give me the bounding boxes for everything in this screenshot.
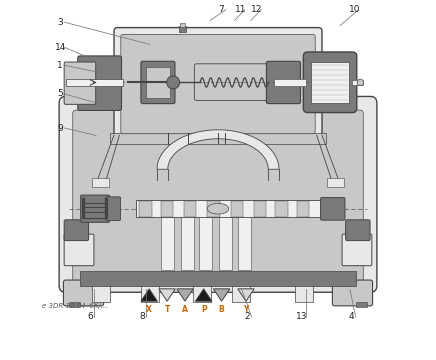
Bar: [297, 201, 310, 217]
FancyBboxPatch shape: [81, 195, 110, 222]
FancyBboxPatch shape: [114, 28, 322, 140]
Bar: [193, 284, 211, 302]
FancyBboxPatch shape: [141, 61, 175, 104]
Text: X: X: [146, 305, 152, 314]
Bar: [311, 62, 349, 103]
Bar: [80, 271, 356, 286]
Bar: [69, 302, 80, 307]
FancyBboxPatch shape: [64, 234, 94, 266]
Bar: [352, 80, 363, 85]
FancyBboxPatch shape: [59, 96, 377, 292]
Bar: [232, 284, 250, 302]
FancyBboxPatch shape: [78, 56, 122, 111]
FancyBboxPatch shape: [121, 35, 315, 134]
Bar: [161, 211, 174, 270]
Polygon shape: [213, 289, 230, 301]
Bar: [92, 284, 110, 302]
Text: 2: 2: [245, 312, 250, 321]
Bar: [82, 198, 85, 220]
FancyBboxPatch shape: [64, 220, 89, 240]
Bar: [295, 284, 313, 302]
Bar: [179, 26, 186, 32]
Text: 8: 8: [139, 312, 145, 321]
Text: 7: 7: [219, 5, 225, 14]
Text: 1: 1: [58, 61, 63, 70]
Text: 4: 4: [349, 312, 354, 321]
Circle shape: [357, 79, 364, 86]
Bar: [238, 211, 251, 270]
Bar: [184, 201, 197, 217]
Ellipse shape: [207, 203, 229, 214]
FancyBboxPatch shape: [194, 64, 276, 100]
Bar: [327, 178, 344, 187]
FancyBboxPatch shape: [342, 234, 372, 266]
Bar: [139, 201, 152, 217]
Polygon shape: [195, 289, 212, 301]
Bar: [136, 200, 333, 217]
Bar: [254, 201, 266, 217]
FancyBboxPatch shape: [266, 61, 300, 104]
Bar: [110, 134, 326, 144]
Text: e 3DR 10 P4–6X/…: e 3DR 10 P4–6X/…: [42, 303, 108, 309]
FancyBboxPatch shape: [64, 62, 96, 104]
Text: 5: 5: [58, 89, 63, 98]
FancyBboxPatch shape: [106, 197, 120, 221]
Text: Y: Y: [243, 305, 249, 314]
Text: 10: 10: [348, 5, 360, 14]
Bar: [231, 201, 243, 217]
Bar: [273, 79, 306, 86]
Bar: [141, 284, 159, 302]
FancyBboxPatch shape: [64, 280, 104, 306]
Text: B: B: [219, 305, 225, 314]
Text: 6: 6: [87, 312, 93, 321]
FancyBboxPatch shape: [346, 220, 370, 240]
Bar: [92, 178, 109, 187]
Bar: [181, 211, 194, 270]
FancyBboxPatch shape: [332, 280, 372, 306]
Text: 11: 11: [235, 5, 246, 14]
Text: 3: 3: [58, 18, 63, 27]
Text: T: T: [164, 305, 170, 314]
Bar: [106, 198, 108, 220]
FancyBboxPatch shape: [73, 110, 363, 282]
Bar: [146, 67, 170, 98]
FancyBboxPatch shape: [320, 198, 345, 220]
Bar: [356, 302, 367, 307]
Bar: [199, 211, 212, 270]
Polygon shape: [157, 130, 279, 169]
Polygon shape: [238, 289, 254, 301]
Text: 14: 14: [54, 43, 66, 52]
Text: 12: 12: [251, 5, 262, 14]
Bar: [65, 78, 123, 86]
Polygon shape: [141, 289, 157, 301]
Bar: [207, 201, 220, 217]
Bar: [160, 201, 173, 217]
Text: 9: 9: [58, 123, 63, 132]
Bar: [219, 211, 232, 270]
Polygon shape: [159, 289, 175, 301]
Circle shape: [167, 76, 180, 89]
Bar: [180, 23, 185, 27]
Bar: [276, 201, 288, 217]
Text: 13: 13: [296, 312, 307, 321]
Polygon shape: [177, 289, 193, 301]
FancyBboxPatch shape: [303, 52, 357, 113]
Text: A: A: [182, 305, 188, 314]
Text: P: P: [201, 305, 207, 314]
